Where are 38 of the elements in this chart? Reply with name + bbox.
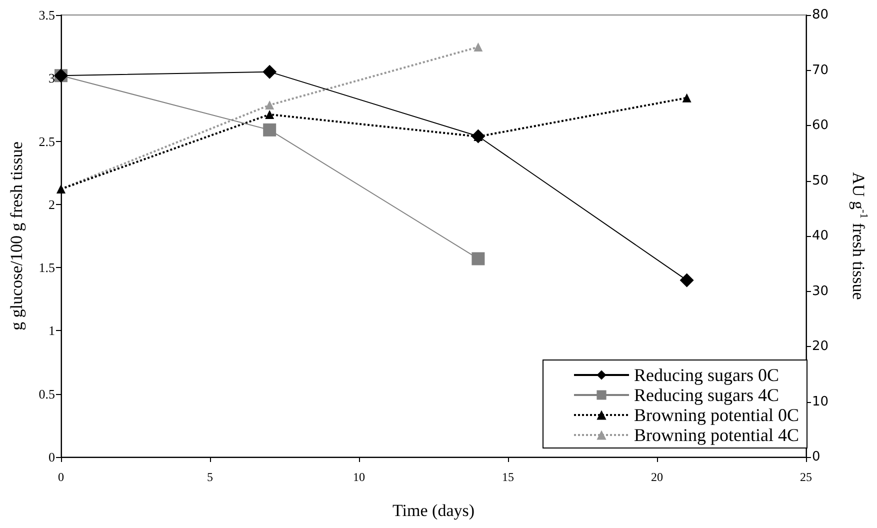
- x-tick-label: 15: [502, 470, 514, 484]
- y-tick-label: 2.5: [38, 134, 55, 149]
- y2-tick-label: 70: [812, 62, 829, 78]
- y2-tick-label: 60: [812, 118, 829, 133]
- legend-label: Browning potential 0C: [634, 405, 800, 425]
- x-axis-title: Time (days): [392, 501, 475, 520]
- point: [474, 42, 483, 52]
- y-axis-title: g glucose/100 g fresh tissue: [7, 142, 26, 330]
- legend-label: Reducing sugars 0C: [634, 365, 779, 385]
- x-tick-label: 25: [800, 470, 812, 484]
- y-tick-label: 1: [48, 323, 55, 338]
- y2-axis-title: AU g-1 fresh tissue: [849, 172, 870, 300]
- y2-tick-label: 0: [812, 450, 820, 464]
- point: [263, 123, 276, 136]
- point: [262, 64, 277, 79]
- y2-tick-label: 10: [812, 394, 829, 410]
- point: [265, 110, 274, 119]
- point: [682, 93, 692, 102]
- y-tick-label: 2: [48, 196, 55, 212]
- x-tick-label: 5: [207, 470, 213, 484]
- point: [472, 252, 485, 266]
- x-tick-label: 10: [353, 470, 365, 484]
- y-tick-label: 0: [48, 450, 55, 464]
- y2-tick-label: 20: [812, 339, 829, 354]
- y-tick-label: 3: [48, 70, 55, 86]
- legend-label: Browning potential 4C: [634, 425, 800, 445]
- y2-tick-label: 30: [812, 284, 829, 299]
- legend-label: Reducing sugars 4C: [634, 385, 779, 405]
- y-tick-label: 3.5: [38, 8, 55, 22]
- x-tick-label: 20: [651, 470, 663, 484]
- y-tick-label: 0.5: [38, 386, 55, 402]
- y2-tick-label: 50: [812, 173, 829, 188]
- point: [265, 100, 274, 110]
- y2-tick-label: 40: [812, 228, 829, 244]
- point: [680, 273, 694, 288]
- x-tick-label: 0: [58, 470, 64, 484]
- y-tick-label: 1.5: [38, 260, 55, 276]
- y2-tick-label: 80: [812, 8, 829, 22]
